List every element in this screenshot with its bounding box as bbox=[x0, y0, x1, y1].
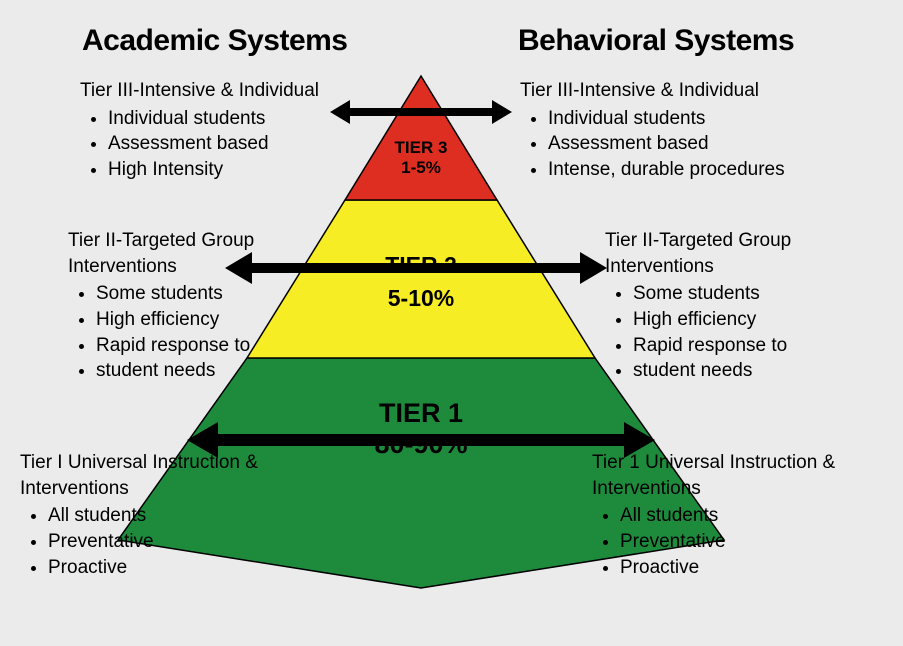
left-tier2-b0: Some students bbox=[96, 281, 298, 307]
left-tier3: Tier III-Intensive & Individual Individu… bbox=[80, 78, 360, 183]
left-tier1-title: Tier I Universal Instruction & Intervent… bbox=[20, 450, 280, 501]
left-tier3-b1: Assessment based bbox=[108, 131, 360, 157]
left-tier2-title: Tier II-Targeted Group Interventions bbox=[68, 228, 298, 279]
left-tier2-b2: Rapid response to bbox=[96, 333, 298, 359]
right-tier2-b2: Rapid response to bbox=[633, 333, 855, 359]
right-tier2-b1: High efficiency bbox=[633, 307, 855, 333]
left-tier3-b2: High Intensity bbox=[108, 157, 360, 183]
left-tier2-b3: student needs bbox=[96, 358, 298, 384]
right-tier1-title: Tier 1 Universal Instruction & Intervent… bbox=[592, 450, 882, 501]
right-tier1-b1: Preventative bbox=[620, 529, 882, 555]
right-tier2: Tier II-Targeted Group Interventions Som… bbox=[605, 228, 855, 384]
left-tier1: Tier I Universal Instruction & Intervent… bbox=[20, 450, 280, 580]
right-tier3-b0: Individual students bbox=[548, 106, 880, 132]
tier1-pct: 80-90% bbox=[321, 429, 521, 460]
right-tier1: Tier 1 Universal Instruction & Intervent… bbox=[592, 450, 882, 580]
tier1-label: TIER 1 80-90% bbox=[321, 398, 521, 460]
right-tier2-title: Tier II-Targeted Group Interventions bbox=[605, 228, 855, 279]
left-tier1-b1: Preventative bbox=[48, 529, 280, 555]
right-tier3-title: Tier III-Intensive & Individual bbox=[520, 78, 880, 104]
tier2-pct: 5-10% bbox=[321, 285, 521, 312]
left-tier2-b1: High efficiency bbox=[96, 307, 298, 333]
left-tier3-b0: Individual students bbox=[108, 106, 360, 132]
tier1-name: TIER 1 bbox=[321, 398, 521, 429]
right-tier3-b1: Assessment based bbox=[548, 131, 880, 157]
right-tier3-b2: Intense, durable procedures bbox=[548, 157, 880, 183]
right-tier2-b3: student needs bbox=[633, 358, 855, 384]
right-tier1-b2: Proactive bbox=[620, 555, 882, 581]
right-tier1-b0: All students bbox=[620, 503, 882, 529]
left-tier1-b2: Proactive bbox=[48, 555, 280, 581]
right-tier2-b0: Some students bbox=[633, 281, 855, 307]
left-tier1-b0: All students bbox=[48, 503, 280, 529]
tier2-label: TIER 2 5-10% bbox=[321, 252, 521, 312]
left-tier3-title: Tier III-Intensive & Individual bbox=[80, 78, 360, 104]
right-tier3: Tier III-Intensive & Individual Individu… bbox=[520, 78, 880, 183]
left-tier2: Tier II-Targeted Group Interventions Som… bbox=[68, 228, 298, 384]
tier2-name: TIER 2 bbox=[321, 252, 521, 279]
